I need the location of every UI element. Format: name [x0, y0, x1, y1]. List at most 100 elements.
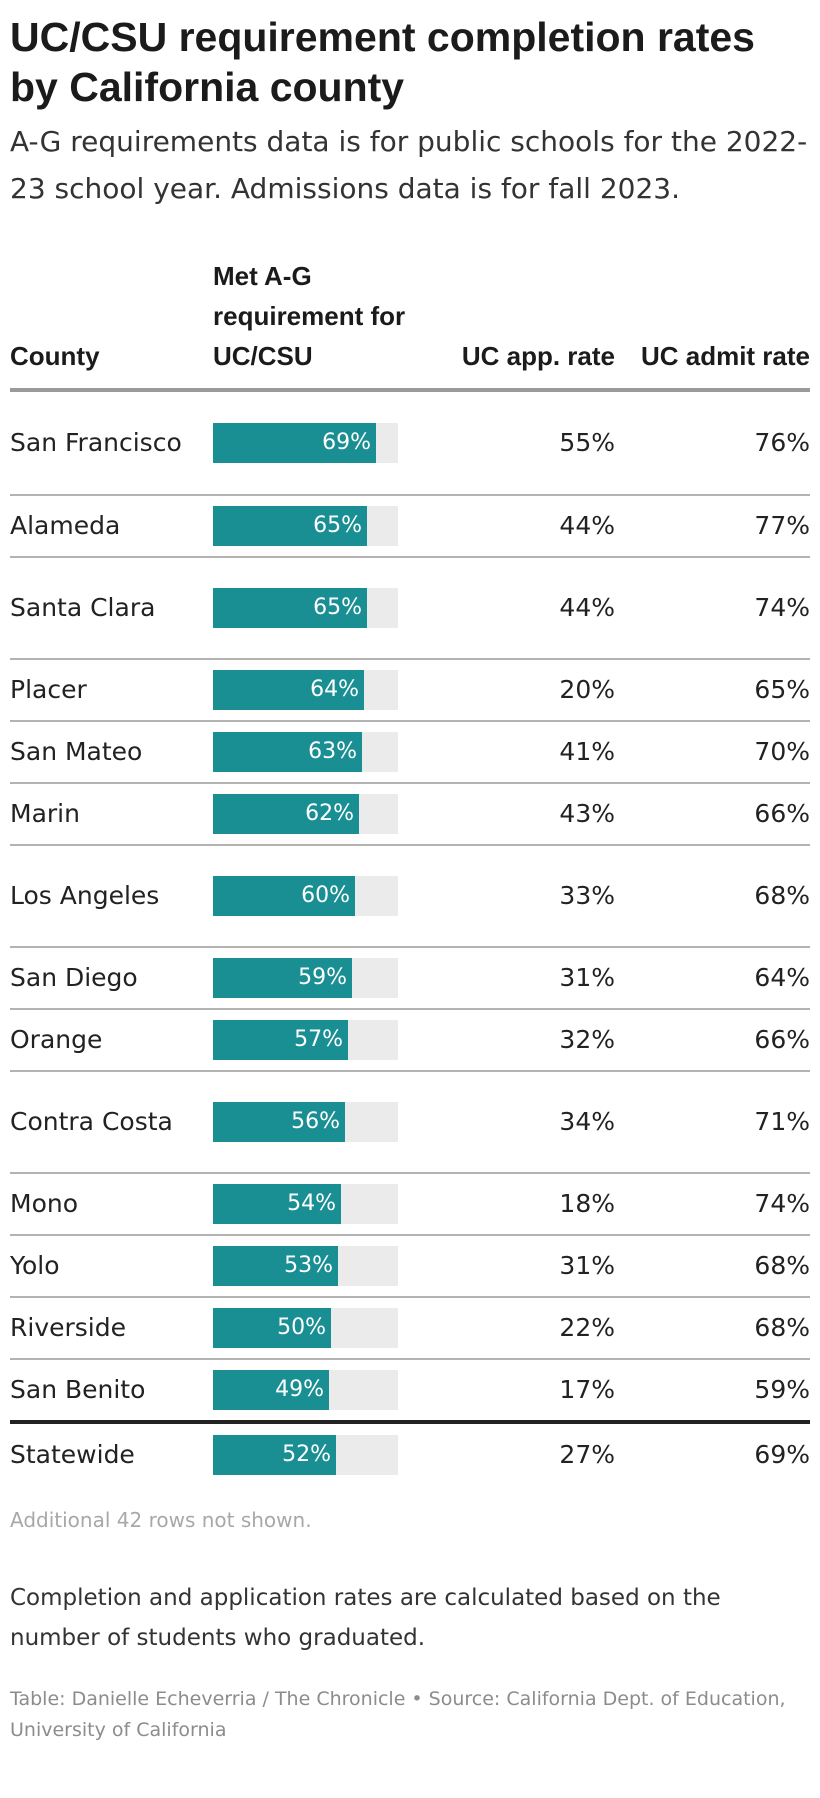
uc-app-rate: 22%	[445, 1297, 615, 1360]
ag-bar-cell: 52%	[213, 1420, 445, 1486]
table-row: Los Angeles 60% 33% 68%	[10, 845, 810, 948]
ag-bar	[213, 506, 367, 546]
method-note: Completion and application rates are cal…	[10, 1585, 721, 1651]
county-name: San Diego	[10, 947, 213, 1010]
ag-bar-cell: 65%	[213, 495, 445, 558]
ag-bar-label: 54%	[287, 1191, 336, 1216]
uc-admit-rate: 66%	[615, 1009, 810, 1072]
bar-track: 57%	[213, 1020, 398, 1060]
bar-track: 49%	[213, 1370, 398, 1410]
bar-track: 60%	[213, 876, 398, 916]
bar-track: 63%	[213, 732, 398, 772]
ag-bar-label: 53%	[284, 1253, 333, 1278]
bar-track: 53%	[213, 1246, 398, 1286]
uc-admit-rate: 77%	[615, 495, 810, 558]
ag-bar-cell: 49%	[213, 1359, 445, 1423]
ag-bar	[213, 1308, 331, 1348]
ag-bar-cell: 62%	[213, 783, 445, 846]
table-row: Marin 62% 43% 66%	[10, 783, 810, 846]
ag-bar-cell: 64%	[213, 659, 445, 722]
ag-bar	[213, 794, 359, 834]
source-note: Table: Danielle Echeverria / The Chronic…	[10, 1688, 786, 1741]
ag-bar-cell: 65%	[213, 557, 445, 660]
county-name: Contra Costa	[10, 1071, 213, 1174]
table-row: San Mateo 63% 41% 70%	[10, 721, 810, 784]
ag-bar-label: 57%	[294, 1027, 343, 1052]
county-name: Los Angeles	[10, 845, 213, 948]
uc-admit-rate: 70%	[615, 721, 810, 784]
table-row: San Francisco 69% 55% 76%	[10, 390, 810, 496]
uc-app-rate: 31%	[445, 947, 615, 1010]
uc-admit-rate: 71%	[615, 1071, 810, 1174]
ag-bar	[213, 732, 362, 772]
uc-app-rate: 20%	[445, 659, 615, 722]
table-row: Contra Costa 56% 34% 71%	[10, 1071, 810, 1174]
table-row: Yolo 53% 31% 68%	[10, 1235, 810, 1298]
table-header-row: County Met A-G requirement for UC/CSU UC…	[10, 256, 810, 392]
ag-bar-label: 52%	[282, 1442, 331, 1467]
county-name: Santa Clara	[10, 557, 213, 660]
uc-app-rate: 31%	[445, 1235, 615, 1298]
bar-track: 54%	[213, 1184, 398, 1224]
table-body: San Francisco 69% 55% 76% Alameda 65% 44% 77% Sa…	[10, 390, 810, 1486]
uc-app-rate: 43%	[445, 783, 615, 846]
uc-admit-rate: 69%	[615, 1420, 810, 1486]
uc-app-rate: 41%	[445, 721, 615, 784]
uc-admit-rate: 76%	[615, 390, 810, 496]
ag-bar-label: 59%	[298, 965, 347, 990]
header-county: County	[10, 256, 213, 392]
county-name: Yolo	[10, 1235, 213, 1298]
ag-bar-label: 62%	[305, 801, 354, 826]
rows-hidden-note: Additional 42 rows not shown.	[10, 1508, 312, 1532]
uc-admit-rate: 64%	[615, 947, 810, 1010]
ag-bar-cell: 53%	[213, 1235, 445, 1298]
ag-bar	[213, 958, 352, 998]
data-table: County Met A-G requirement for UC/CSU UC…	[10, 256, 810, 1486]
uc-admit-rate: 68%	[615, 1297, 810, 1360]
uc-admit-rate: 65%	[615, 659, 810, 722]
uc-app-rate: 33%	[445, 845, 615, 948]
statewide-row: Statewide 52% 27% 69%	[10, 1420, 810, 1486]
ag-bar-label: 56%	[291, 1109, 340, 1134]
ag-bar-label: 65%	[313, 513, 362, 538]
county-name: Statewide	[10, 1420, 213, 1486]
ag-bar-label: 60%	[301, 883, 350, 908]
header-uc-admit-rate: UC admit rate	[615, 256, 810, 392]
bar-track: 52%	[213, 1435, 398, 1475]
header-ag: Met A-G requirement for UC/CSU	[213, 256, 445, 392]
ag-bar-label: 64%	[310, 677, 359, 702]
county-name: Mono	[10, 1173, 213, 1236]
uc-admit-rate: 59%	[615, 1359, 810, 1423]
ag-bar	[213, 876, 355, 916]
uc-admit-rate: 74%	[615, 1173, 810, 1236]
table-row: San Diego 59% 31% 64%	[10, 947, 810, 1010]
table-row: Santa Clara 65% 44% 74%	[10, 557, 810, 660]
county-name: San Benito	[10, 1359, 213, 1423]
uc-admit-rate: 74%	[615, 557, 810, 660]
header-uc-app-rate: UC app. rate	[445, 256, 615, 392]
uc-admit-rate: 66%	[615, 783, 810, 846]
ag-bar-label: 63%	[308, 739, 357, 764]
uc-app-rate: 44%	[445, 557, 615, 660]
ag-bar	[213, 1020, 348, 1060]
ag-bar-label: 69%	[322, 430, 371, 455]
chart-title: UC/CSU requirement completion rates by C…	[10, 14, 755, 110]
bar-track: 69%	[213, 423, 398, 463]
bar-track: 50%	[213, 1308, 398, 1348]
ag-bar-cell: 69%	[213, 390, 445, 496]
chart-subtitle: A-G requirements data is for public scho…	[10, 125, 808, 205]
table-row: San Benito 49% 17% 59%	[10, 1359, 810, 1423]
ag-bar-cell: 63%	[213, 721, 445, 784]
ag-bar-label: 49%	[275, 1377, 324, 1402]
ag-bar	[213, 670, 364, 710]
county-name: Placer	[10, 659, 213, 722]
ag-bar-cell: 60%	[213, 845, 445, 948]
county-name: Orange	[10, 1009, 213, 1072]
ag-bar	[213, 1246, 338, 1286]
ag-bar-cell: 50%	[213, 1297, 445, 1360]
table-row: Orange 57% 32% 66%	[10, 1009, 810, 1072]
ag-bar	[213, 1184, 341, 1224]
ag-bar-cell: 59%	[213, 947, 445, 1010]
uc-app-rate: 34%	[445, 1071, 615, 1174]
uc-app-rate: 27%	[445, 1420, 615, 1486]
